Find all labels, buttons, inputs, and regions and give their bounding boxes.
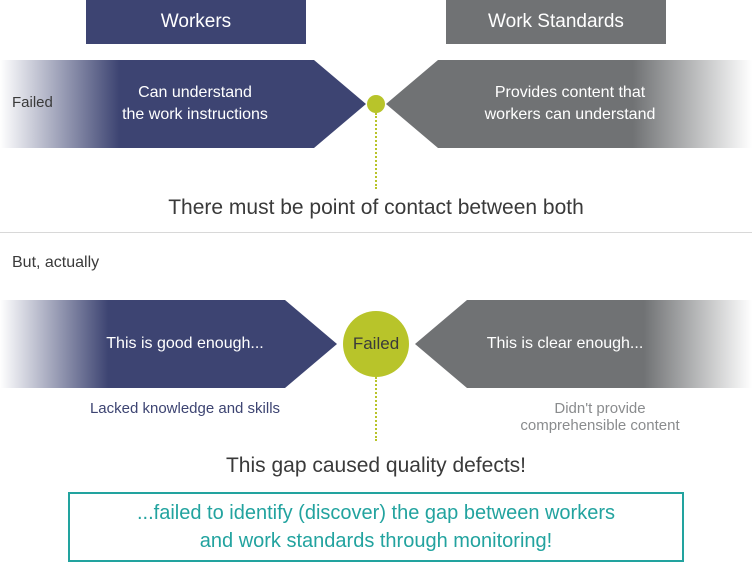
failed-gap-label: Failed — [353, 334, 399, 354]
tab-standards-label: Work Standards — [488, 11, 624, 33]
contact-point-dot — [367, 95, 385, 113]
arrow-standards-text: Provides content thatworkers can underst… — [445, 82, 695, 125]
callout-text: ...failed to identify (discover) the gap… — [137, 499, 615, 555]
tab-workers: Workers — [86, 0, 306, 44]
dotted-connector — [375, 377, 377, 441]
divider-line — [0, 232, 752, 233]
dotted-connector — [375, 113, 377, 189]
arrow-workers-text: Can understandthe work instructions — [80, 82, 310, 125]
arrow-head-icon — [386, 60, 438, 148]
workers-deficiency-text: Lacked knowledge and skills — [50, 400, 320, 417]
gap-statement: This gap caused quality defects! — [0, 454, 752, 478]
standards-deficiency-text: Didn't providecomprehensible content — [480, 400, 720, 434]
tab-standards: Work Standards — [446, 0, 666, 44]
tab-workers-label: Workers — [161, 11, 231, 33]
arrow-head-icon — [314, 60, 366, 148]
arrow-workers-actual-text: This is good enough... — [70, 333, 300, 355]
arrow-standards-actual-text: This is clear enough... — [450, 333, 680, 355]
header-tabs: Workers Work Standards — [0, 0, 752, 44]
failed-label-left: Failed — [12, 94, 53, 111]
but-actually-label: But, actually — [12, 254, 99, 272]
contact-statement: There must be point of contact between b… — [0, 196, 752, 220]
arrow-row-actual: This is good enough... This is clear eno… — [0, 300, 752, 388]
callout-conclusion: ...failed to identify (discover) the gap… — [68, 492, 684, 562]
failed-gap-circle: Failed — [343, 311, 409, 377]
arrow-row-ideal: Failed Can understandthe work instructio… — [0, 60, 752, 148]
